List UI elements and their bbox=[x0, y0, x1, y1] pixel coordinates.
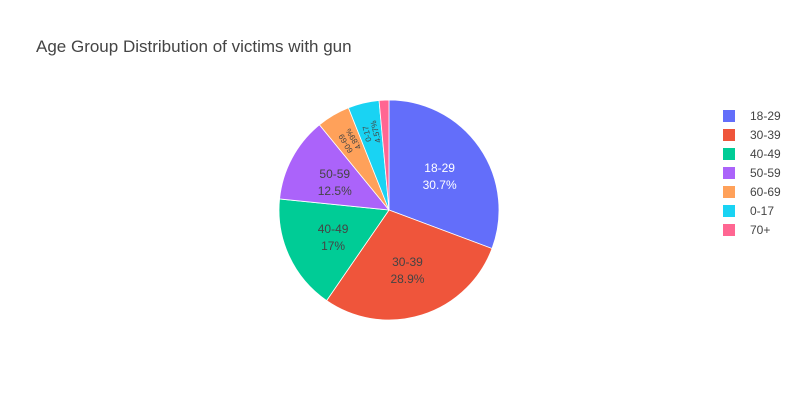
pie-slice-40-49 bbox=[278, 198, 390, 302]
slice-label-40-49: 40-49 17% bbox=[318, 222, 349, 253]
pie-slice-18-29 bbox=[388, 99, 500, 250]
legend-swatch bbox=[723, 205, 735, 217]
legend-label: 30-39 bbox=[750, 128, 781, 142]
legend-label: 50-59 bbox=[750, 166, 781, 180]
pie-slice-70+ bbox=[378, 99, 390, 211]
legend-label: 70+ bbox=[750, 223, 770, 237]
legend-item-40-49[interactable]: 40-49 bbox=[723, 147, 781, 161]
slice-label-18-29: 18-29 30.7% bbox=[423, 161, 457, 192]
legend-swatch bbox=[723, 148, 735, 160]
pie-slice-30-39 bbox=[326, 209, 493, 321]
pie-slices bbox=[278, 99, 500, 321]
legend-label: 18-29 bbox=[750, 109, 781, 123]
legend-label: 60-69 bbox=[750, 185, 781, 199]
legend-item-60-69[interactable]: 60-69 bbox=[723, 185, 781, 199]
legend-item-0-17[interactable]: 0-17 bbox=[723, 204, 774, 218]
legend-item-18-29[interactable]: 18-29 bbox=[723, 109, 781, 123]
pie-slice-50-59 bbox=[279, 124, 390, 211]
legend-item-50-59[interactable]: 50-59 bbox=[723, 166, 781, 180]
legend-swatch bbox=[723, 110, 735, 122]
legend-swatch bbox=[723, 224, 735, 236]
legend-label: 40-49 bbox=[750, 147, 781, 161]
legend-swatch bbox=[723, 167, 735, 179]
legend-item-70+[interactable]: 70+ bbox=[723, 223, 770, 237]
legend-item-30-39[interactable]: 30-39 bbox=[723, 128, 781, 142]
chart-title: Age Group Distribution of victims with g… bbox=[36, 37, 352, 56]
legend-label: 0-17 bbox=[750, 204, 774, 218]
slice-label-30-39: 30-39 28.9% bbox=[390, 255, 424, 286]
slice-label-50-59: 50-59 12.5% bbox=[318, 167, 352, 198]
legend-swatch bbox=[723, 129, 735, 141]
legend: 18-29 30-39 40-49 50-59 60-69 0-17 70+ bbox=[723, 109, 781, 237]
legend-swatch bbox=[723, 186, 735, 198]
